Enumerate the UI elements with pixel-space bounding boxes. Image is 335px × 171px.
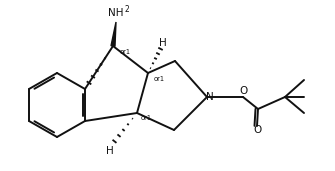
Text: 2: 2 — [125, 5, 129, 15]
Text: or1: or1 — [120, 49, 131, 55]
Text: N: N — [206, 92, 214, 102]
Text: or1: or1 — [141, 115, 152, 121]
Text: H: H — [159, 38, 167, 48]
Text: H: H — [106, 146, 114, 156]
Text: or1: or1 — [154, 76, 165, 82]
Text: O: O — [254, 125, 262, 135]
Polygon shape — [111, 22, 116, 46]
Text: O: O — [240, 86, 248, 96]
Text: NH: NH — [108, 8, 124, 18]
